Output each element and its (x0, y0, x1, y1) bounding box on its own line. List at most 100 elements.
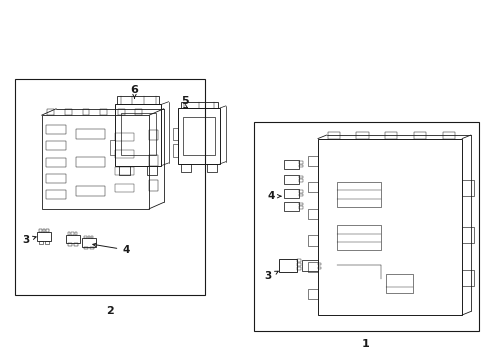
Bar (42, 229, 45, 232)
Text: 3: 3 (264, 271, 278, 282)
Bar (75, 232, 77, 235)
Bar (299, 176, 302, 178)
Bar (307, 156, 317, 166)
Bar (87, 236, 90, 238)
Bar (135, 109, 142, 115)
Bar (297, 263, 301, 266)
Bar (307, 235, 317, 246)
Bar (299, 206, 302, 209)
Bar (46, 125, 66, 134)
Bar (110, 140, 115, 155)
Bar (41, 115, 149, 209)
Bar (149, 155, 158, 166)
Bar (337, 182, 381, 207)
Bar (71, 232, 74, 235)
Bar (297, 259, 301, 262)
Bar (181, 164, 191, 172)
Bar (172, 144, 178, 157)
Text: 6: 6 (130, 85, 138, 95)
Bar (149, 180, 158, 191)
Bar (84, 236, 86, 238)
Bar (283, 202, 299, 211)
Bar (283, 189, 299, 198)
Bar (356, 132, 368, 139)
Bar (146, 166, 157, 175)
Text: 5: 5 (181, 96, 188, 106)
Bar (299, 161, 302, 164)
Bar (46, 141, 66, 150)
Bar (39, 241, 43, 244)
Bar (207, 164, 217, 172)
Bar (461, 270, 473, 286)
Bar (461, 227, 473, 243)
Bar (461, 180, 473, 196)
Bar (47, 109, 54, 115)
Bar (299, 203, 302, 205)
Bar (254, 122, 478, 331)
Bar (37, 232, 51, 241)
Bar (76, 129, 105, 139)
Bar (307, 262, 317, 272)
Bar (278, 259, 297, 272)
Bar (317, 139, 461, 315)
Bar (46, 190, 66, 199)
Bar (76, 186, 105, 196)
Bar (118, 109, 124, 115)
Bar (442, 132, 454, 139)
Bar (119, 166, 129, 175)
Bar (46, 174, 66, 183)
Bar (317, 267, 321, 269)
Bar (90, 247, 94, 249)
Bar (183, 117, 215, 155)
Bar (100, 109, 107, 115)
Bar (283, 160, 299, 169)
Bar (307, 209, 317, 219)
Bar (297, 267, 301, 270)
Bar (121, 113, 155, 155)
Bar (117, 96, 159, 104)
Bar (283, 175, 299, 184)
Bar (15, 79, 205, 295)
Bar (68, 232, 70, 235)
Text: 2: 2 (106, 306, 114, 316)
Bar (299, 190, 302, 193)
Bar (413, 132, 425, 139)
Bar (172, 128, 178, 140)
Bar (181, 102, 217, 108)
Bar (385, 132, 397, 139)
Bar (46, 229, 49, 232)
Bar (115, 104, 161, 166)
Bar (65, 109, 72, 115)
Bar (386, 274, 412, 293)
Bar (299, 194, 302, 196)
Bar (327, 132, 339, 139)
Bar (299, 179, 302, 182)
Bar (178, 108, 220, 164)
Bar (115, 167, 134, 175)
Bar (302, 260, 317, 271)
Bar (91, 236, 93, 238)
Text: 4: 4 (93, 243, 129, 255)
Bar (84, 247, 88, 249)
Bar (39, 229, 41, 232)
Bar (74, 243, 78, 246)
Bar (299, 165, 302, 167)
Bar (307, 289, 317, 299)
Text: 4: 4 (267, 191, 280, 201)
Bar (317, 263, 321, 265)
Bar (66, 235, 80, 243)
Bar (149, 130, 158, 140)
Bar (307, 182, 317, 192)
Bar (115, 133, 134, 141)
Bar (115, 184, 134, 192)
Bar (45, 241, 49, 244)
Bar (76, 157, 105, 167)
Bar (337, 225, 381, 250)
Bar (115, 150, 134, 158)
Bar (82, 238, 96, 247)
Bar (46, 158, 66, 167)
Bar (82, 109, 89, 115)
Bar (68, 243, 72, 246)
Text: 1: 1 (361, 339, 369, 349)
Text: 3: 3 (22, 235, 36, 245)
